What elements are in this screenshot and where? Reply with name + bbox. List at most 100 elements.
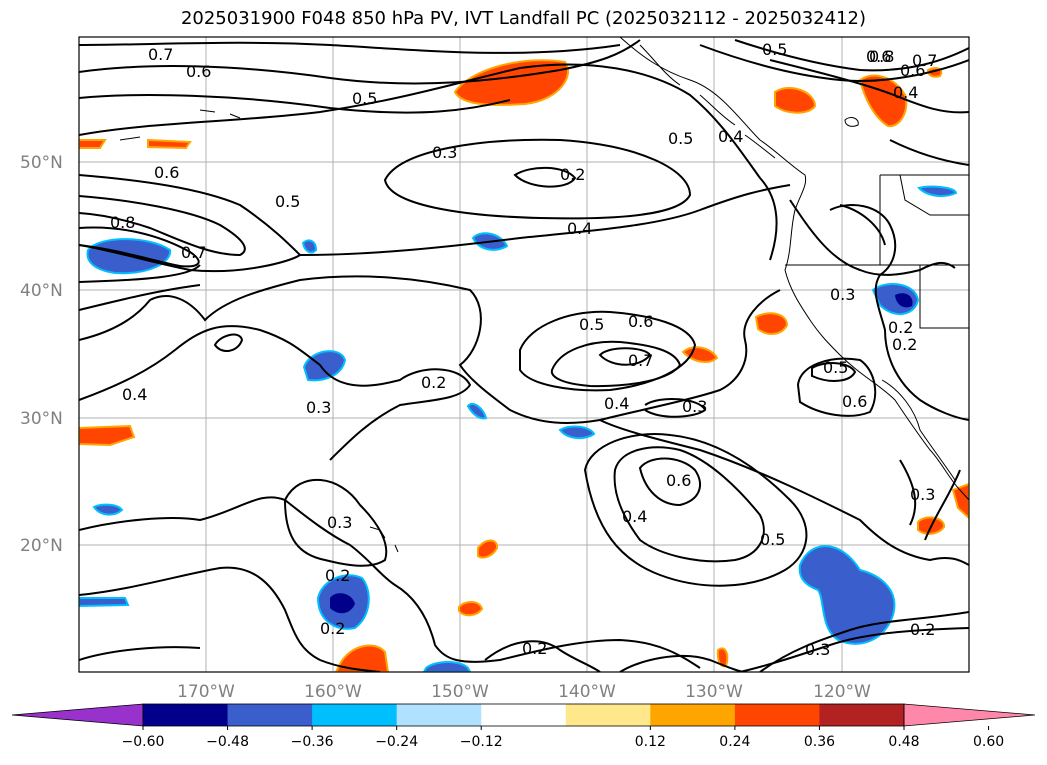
colorbar-frame [142, 703, 905, 727]
colorbar-extend-low [11, 703, 144, 727]
patch-negative [302, 350, 347, 382]
colorbar-swatch [396, 704, 482, 726]
colorbar-tick-label: 0.24 [719, 734, 750, 750]
contour-label: 0.5 [352, 89, 377, 108]
patch-negative [466, 402, 488, 420]
contour-label: 0.2 [892, 335, 917, 354]
contour-labels: 0.7 0.6 0.5 0.3 0.2 0.5 0.6 0.4 0.8 0.7 … [110, 40, 937, 659]
contour-label: 0.2 [320, 619, 345, 638]
contour-label: 0.5 [275, 192, 300, 211]
longitude-labels: 170°W 160°W 150°W 140°W 130°W 120°W [177, 682, 871, 702]
colorbar-swatch [565, 704, 651, 726]
contour-label: 0.6 [866, 47, 891, 66]
patch-negative [92, 503, 124, 516]
lon-label-130w: 130°W [685, 682, 743, 702]
colorbar-swatch [227, 704, 313, 726]
colorbar-swatch [819, 704, 905, 726]
patch-negative [917, 185, 958, 197]
colorbar-swatch [650, 704, 736, 726]
patch-positive [334, 644, 390, 672]
patch-negative [422, 661, 472, 672]
patch-negative [79, 597, 130, 608]
colorbar-extend-high [903, 703, 1036, 727]
map-title: 2025031900 F048 850 hPa PV, IVT Landfall… [180, 8, 867, 29]
contour-label: 0.6 [628, 312, 653, 331]
contour-label: 0.2 [888, 318, 913, 337]
pv-shaded-patches [79, 59, 969, 672]
patch-negative [558, 425, 596, 440]
contour-label: 0.3 [830, 285, 855, 304]
colorbar-tick-label: 0.12 [635, 734, 666, 750]
contour-label: 0.3 [910, 485, 935, 504]
contour-label: 0.2 [325, 566, 350, 585]
contour-label: 0.4 [622, 507, 647, 526]
colorbar-swatch [481, 704, 567, 726]
colorbar-tick-label: 0.48 [888, 734, 919, 750]
lon-label-160w: 160°W [304, 682, 362, 702]
contour-label: 0.8 [869, 47, 894, 66]
colorbar-tick-label: 0.36 [804, 734, 835, 750]
colorbar-swatch [734, 704, 820, 726]
contour-label: 0.6 [842, 392, 867, 411]
contour-label: 0.4 [893, 83, 918, 102]
contour-label: 0.2 [910, 620, 935, 639]
map-frame [78, 36, 970, 673]
patch-positive [458, 601, 484, 617]
contour-label: 0.3 [805, 640, 830, 659]
coastlines [119, 37, 969, 553]
contour-label: 0.3 [432, 143, 457, 162]
contour-label: 0.3 [306, 398, 331, 417]
lat-label-50n: 50°N [20, 153, 63, 173]
contour-label: 0.6 [186, 62, 211, 81]
lon-label-170w: 170°W [177, 682, 235, 702]
contour-label: 0.6 [154, 163, 179, 182]
colorbar-tick-label: −0.12 [460, 734, 503, 750]
contour-label: 0.4 [122, 385, 147, 404]
lon-label-150w: 150°W [431, 682, 489, 702]
contour-label: 0.2 [560, 165, 585, 184]
patch-positive [147, 138, 192, 150]
contour-label: 0.7 [912, 51, 937, 70]
colorbar-tick-label: −0.36 [291, 734, 334, 750]
colorbar-tick-label: 0.60 [973, 734, 1004, 750]
patch-negative [330, 593, 355, 614]
contour-label: 0.3 [682, 397, 707, 416]
contour-label: 0.7 [148, 45, 173, 64]
contour-label: 0.3 [327, 513, 352, 532]
colorbar-tick-label: −0.24 [375, 734, 418, 750]
contour-label: 0.5 [762, 40, 787, 59]
pv-contours [79, 39, 969, 672]
contour-label: 0.6 [666, 471, 691, 490]
contour-label: 0.7 [181, 243, 206, 262]
colorbar-swatch [312, 704, 398, 726]
contour-label: 0.5 [668, 129, 693, 148]
contour-label: 0.6 [900, 61, 925, 80]
lat-label-30n: 30°N [20, 409, 63, 429]
colorbar-swatch [143, 704, 229, 726]
patch-positive [79, 139, 107, 149]
patch-negative [301, 239, 318, 254]
colorbar-tick-label: −0.48 [206, 734, 249, 750]
colorbar-tick-label: −0.60 [122, 734, 165, 750]
contour-label: 0.2 [522, 639, 547, 658]
patch-positive [951, 482, 969, 520]
patch-negative [895, 293, 913, 308]
lat-label-40n: 40°N [20, 281, 63, 301]
patch-positive [774, 87, 817, 114]
contour-label: 0.2 [421, 373, 446, 392]
latitude-labels: 50°N 40°N 30°N 20°N [20, 153, 63, 556]
contour-label: 0.5 [760, 530, 785, 549]
lat-label-20n: 20°N [20, 536, 63, 556]
colorbar: −0.60 −0.48 −0.36 −0.24 −0.12 0.12 0.24 0.36 0.4… [11, 703, 1036, 750]
contour-label: 0.5 [579, 315, 604, 334]
contour-label: 0.5 [823, 358, 848, 377]
patch-positive [79, 424, 136, 447]
contour-label: 0.4 [718, 127, 743, 146]
contour-label: 0.8 [110, 213, 135, 232]
patch-positive [477, 539, 499, 559]
patch-positive [754, 312, 789, 335]
lon-label-140w: 140°W [558, 682, 616, 702]
contour-label: 0.4 [567, 219, 592, 238]
contour-label: 0.4 [604, 394, 629, 413]
